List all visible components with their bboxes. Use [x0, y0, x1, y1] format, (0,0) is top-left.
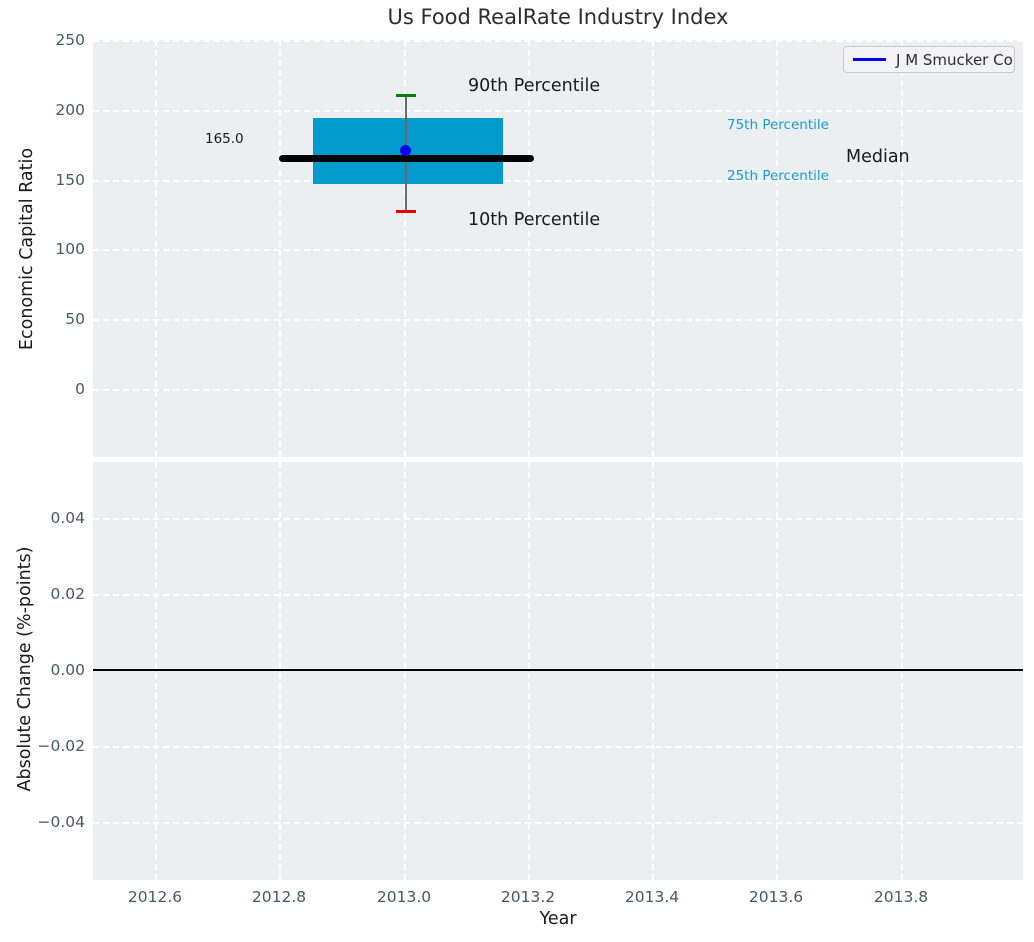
zero-line: [93, 669, 1023, 671]
gridline-v: [528, 462, 530, 880]
ytick-top: 250: [55, 31, 85, 49]
xtick: 2013.4: [624, 888, 680, 906]
median-line: [279, 155, 534, 162]
xtick: 2012.8: [251, 888, 307, 906]
p90-cap: [396, 94, 416, 97]
ytick-bottom: 0.00: [50, 661, 85, 679]
p90-label: 90th Percentile: [468, 76, 601, 96]
p10-cap: [396, 210, 416, 213]
gridline-v: [155, 40, 157, 457]
gridline-v: [901, 40, 903, 457]
ytick-top: 0: [75, 380, 85, 398]
p25-label: 25th Percentile: [727, 168, 829, 184]
gridline-v: [652, 40, 654, 457]
gridline-h: [93, 319, 1023, 321]
gridline-h: [93, 822, 1023, 824]
ytick-bottom: 0.04: [50, 509, 85, 527]
gridline-h: [93, 249, 1023, 251]
gridline-v: [279, 462, 281, 880]
gridline-v: [901, 462, 903, 880]
ytick-bottom: −0.02: [37, 737, 86, 755]
gridline-v: [652, 462, 654, 880]
bottom-axes: [93, 462, 1023, 880]
chart-title: Us Food RealRate Industry Index: [387, 5, 729, 29]
bottom-y-axis-label: Absolute Change (%-points): [15, 546, 35, 792]
ytick-top: 100: [55, 240, 85, 258]
gridline-v: [404, 40, 406, 457]
ytick-top: 200: [55, 101, 85, 119]
gridline-h: [93, 594, 1023, 596]
gridline-v: [776, 462, 778, 880]
gridline-v: [528, 40, 530, 457]
xtick: 2012.6: [127, 888, 183, 906]
median-label: Median: [846, 147, 910, 167]
gridline-h: [93, 518, 1023, 520]
company-marker: [400, 145, 411, 156]
top-axes: 165.0 90th Percentile 10th Percentile 75…: [93, 40, 1023, 457]
legend: J M Smucker Co: [843, 46, 1015, 73]
legend-label: J M Smucker Co: [896, 50, 1013, 69]
gridline-h: [93, 40, 1023, 42]
gridline-v: [155, 462, 157, 880]
ytick-bottom: 0.02: [50, 585, 85, 603]
gridline-h: [93, 746, 1023, 748]
ytick-top: 50: [65, 310, 85, 328]
ytick-bottom: −0.04: [37, 813, 86, 831]
xtick: 2013.2: [500, 888, 556, 906]
xtick: 2013.8: [873, 888, 929, 906]
xtick: 2013.6: [748, 888, 804, 906]
gridline-h: [93, 389, 1023, 391]
x-axis-label: Year: [539, 909, 577, 929]
xtick: 2013.0: [376, 888, 432, 906]
top-y-axis-label: Economic Capital Ratio: [17, 147, 37, 351]
gridline-v: [776, 40, 778, 457]
gridline-h: [93, 110, 1023, 112]
ytick-top: 150: [55, 171, 85, 189]
p75-label: 75th Percentile: [727, 117, 829, 133]
gridline-v: [404, 462, 406, 880]
p10-label: 10th Percentile: [468, 210, 601, 230]
legend-line-sample: [853, 58, 886, 61]
gridline-v: [279, 40, 281, 457]
gridline-h: [93, 180, 1023, 182]
median-value-label: 165.0: [205, 131, 244, 147]
